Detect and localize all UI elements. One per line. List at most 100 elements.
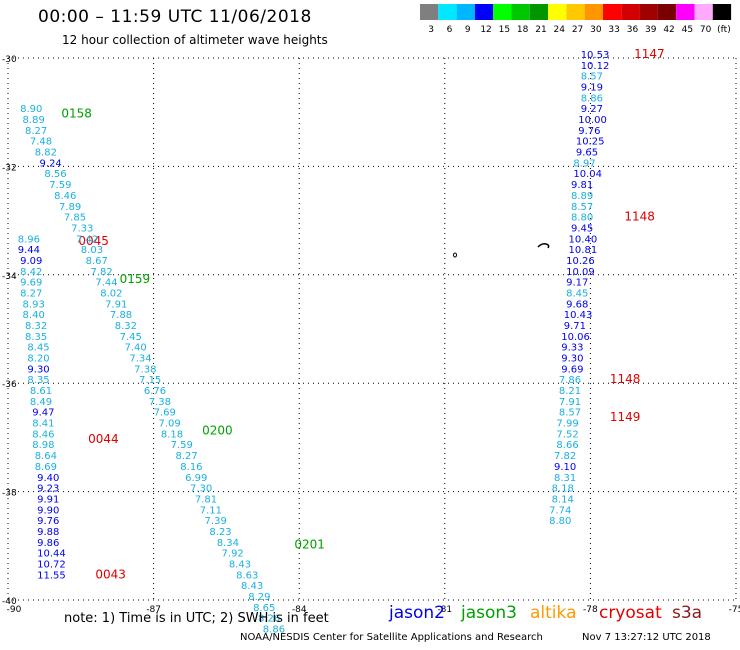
- colorbar-swatch: [566, 4, 585, 20]
- wave-height-value: 9.23: [37, 484, 59, 495]
- wave-height-value: 7.40: [124, 343, 146, 354]
- wave-height-value: 9.65: [576, 148, 598, 159]
- colorbar-swatch: [621, 4, 640, 20]
- wave-height-value: 10.81: [569, 245, 598, 256]
- wave-height-value: 8.86: [263, 625, 285, 636]
- colorbar-tick-label: 24: [554, 25, 566, 34]
- wave-height-value: 8.46: [32, 429, 54, 440]
- colorbar-swatch: [420, 4, 439, 20]
- colorbar-tick-label: (ft): [717, 25, 731, 34]
- wave-height-value: 8.45: [566, 288, 588, 299]
- colorbar-tick-label: 21: [535, 25, 546, 34]
- chart-title: 00:00 – 11:59 UTC 11/06/2018: [38, 7, 312, 27]
- wave-height-value: 8.41: [32, 419, 54, 430]
- colorbar-swatch: [584, 4, 603, 20]
- pass-time-label: 0044: [88, 432, 119, 446]
- wave-height-value: 9.71: [564, 321, 586, 332]
- wave-height-value: 8.27: [20, 288, 42, 299]
- wave-height-value: 7.91: [105, 299, 127, 310]
- wave-height-value: 8.80: [549, 516, 571, 527]
- wave-height-value: 7.33: [71, 223, 93, 234]
- mission-label-cryosat: cryosat: [599, 603, 662, 623]
- wave-height-value: 7.88: [110, 310, 132, 321]
- pass-time-label: 0045: [78, 234, 109, 248]
- wave-height-value: 8.27: [25, 126, 47, 137]
- colorbar-tick-label: 36: [627, 25, 639, 34]
- wave-height-value: 8.35: [27, 375, 49, 386]
- y-tick-label: -38: [2, 489, 17, 499]
- wave-height-value: 9.45: [571, 223, 593, 234]
- wave-height-value: 8.21: [559, 386, 581, 397]
- wave-height-value: 7.74: [549, 505, 571, 516]
- wave-height-value: 8.57: [559, 408, 581, 419]
- footer-note: note: 1) Time is in UTC; 2) SWH is in fe…: [64, 611, 329, 626]
- colorbar-tick-label: 30: [590, 25, 602, 34]
- wave-height-value: 9.47: [32, 408, 54, 419]
- wave-height-value: 10.12: [581, 61, 610, 72]
- x-tick-label: -81: [437, 605, 452, 615]
- wave-height-value: 9.27: [581, 104, 603, 115]
- wave-height-value: 7.11: [200, 505, 222, 516]
- mission-label-s3a: s3a: [672, 603, 703, 623]
- wave-height-value: 8.26: [258, 614, 280, 625]
- wave-height-value: 9.40: [37, 473, 59, 484]
- wave-height-value: 7.39: [205, 516, 227, 527]
- wave-height-value: 7.82: [554, 451, 576, 462]
- wave-height-value: 8.97: [573, 158, 595, 169]
- pass-time-label: 1148: [624, 210, 655, 224]
- colorbar-swatch: [639, 4, 658, 20]
- wave-height-value: 7.15: [139, 375, 161, 386]
- wave-height-value: 7.34: [129, 354, 151, 365]
- wave-height-value: 7.38: [149, 397, 171, 408]
- wave-height-value: 7.42: [76, 234, 98, 245]
- colorbar-swatch: [712, 4, 732, 20]
- wave-height-value: 8.43: [229, 559, 251, 570]
- wave-height-value: 8.86: [581, 93, 603, 104]
- pass-time-label: 1149: [610, 410, 641, 424]
- wave-height-value: 9.69: [561, 364, 583, 375]
- wave-height-value: 9.76: [578, 126, 600, 137]
- wave-height-value: 9.10: [554, 462, 576, 473]
- wave-height-value: 8.66: [556, 440, 578, 451]
- wave-height-value: 7.91: [559, 397, 581, 408]
- wave-height-value: 7.44: [95, 278, 117, 289]
- colorbar-tick-label: 15: [499, 25, 510, 34]
- colorbar-tick-label: 42: [663, 25, 674, 34]
- colorbar-tick-label: 45: [682, 25, 693, 34]
- wave-height-value: 8.31: [554, 473, 576, 484]
- colorbar-tick-label: 18: [517, 25, 529, 34]
- wave-height-value: 8.35: [25, 332, 47, 343]
- x-tick-label: -90: [7, 605, 22, 615]
- wave-height-value: 8.98: [32, 440, 54, 451]
- colorbar-tick-label: 70: [700, 25, 712, 34]
- colorbar-tick-label: 9: [465, 25, 471, 34]
- wave-height-value: 8.80: [571, 213, 593, 224]
- wave-height-value: 10.43: [564, 310, 593, 321]
- colorbar-swatch: [456, 4, 475, 20]
- wave-height-value: 8.69: [35, 462, 57, 473]
- wave-height-value: 8.49: [30, 397, 52, 408]
- wave-height-value: 7.82: [91, 267, 113, 278]
- y-tick-label: -30: [2, 55, 17, 65]
- wave-height-value: 7.69: [154, 408, 176, 419]
- colorbar-tick-label: 39: [645, 25, 657, 34]
- wave-height-value: 9.81: [571, 180, 593, 191]
- wave-height-value: 8.34: [217, 538, 239, 549]
- wave-height-value: 9.76: [37, 516, 59, 527]
- wave-height-value: 8.29: [248, 592, 270, 603]
- colorbar-tick-label: 3: [428, 25, 434, 34]
- wave-height-value: 10.06: [561, 332, 590, 343]
- wave-height-value: 8.45: [27, 343, 49, 354]
- wave-height-value: 9.44: [18, 245, 40, 256]
- wave-height-value: 9.90: [37, 505, 59, 516]
- island-outline: [453, 252, 457, 258]
- colorbar-swatch: [493, 4, 512, 20]
- wave-height-value: 7.85: [64, 213, 86, 224]
- wave-height-value: 8.02: [100, 288, 122, 299]
- colorbar-tick-label: 33: [608, 25, 619, 34]
- x-tick-label: -84: [292, 605, 307, 615]
- colorbar-swatch: [694, 4, 713, 20]
- wave-height-value: 8.57: [581, 72, 603, 83]
- colorbar-swatch: [676, 4, 695, 20]
